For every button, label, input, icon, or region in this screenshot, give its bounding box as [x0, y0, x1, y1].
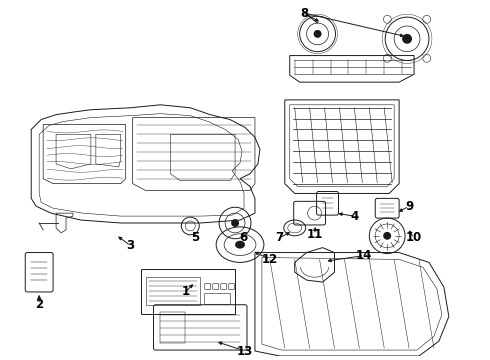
Text: 4: 4 [350, 210, 359, 222]
Text: 10: 10 [406, 231, 422, 244]
Text: 11: 11 [306, 228, 323, 241]
Text: 6: 6 [239, 231, 247, 244]
Text: 2: 2 [35, 298, 43, 311]
Circle shape [314, 30, 321, 38]
Circle shape [402, 34, 412, 44]
Text: 12: 12 [262, 253, 278, 266]
Text: 8: 8 [300, 7, 309, 20]
Text: 5: 5 [191, 231, 199, 244]
Text: 1: 1 [181, 285, 190, 298]
Circle shape [231, 219, 239, 227]
Ellipse shape [235, 241, 245, 249]
Text: 9: 9 [405, 200, 413, 213]
Text: 7: 7 [276, 231, 284, 244]
Text: 3: 3 [126, 239, 135, 252]
Text: 13: 13 [237, 345, 253, 357]
Text: 14: 14 [356, 249, 372, 262]
Circle shape [383, 232, 391, 240]
